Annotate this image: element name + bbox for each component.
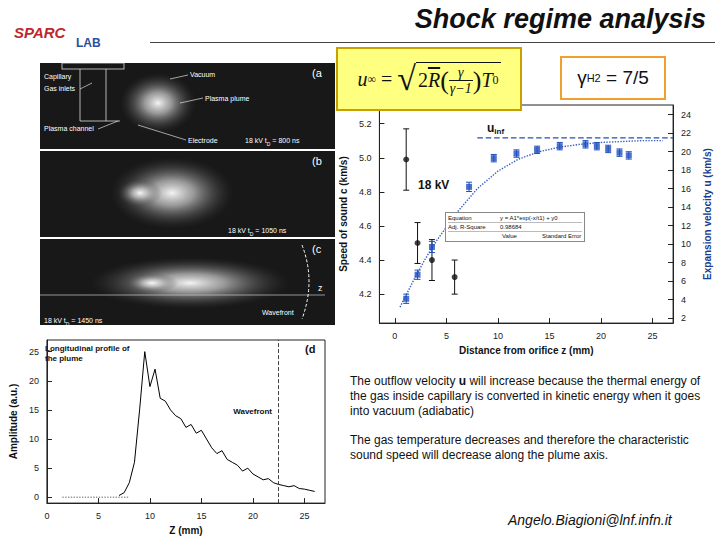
svg-text:25: 25 bbox=[299, 511, 309, 521]
svg-text:22: 22 bbox=[681, 128, 691, 138]
svg-text:10: 10 bbox=[145, 511, 155, 521]
svg-text:8: 8 bbox=[681, 258, 686, 268]
svg-text:18 kV tD = 800 ns: 18 kV tD = 800 ns bbox=[245, 137, 300, 147]
svg-text:Plasma channel: Plasma channel bbox=[44, 125, 94, 132]
svg-text:20: 20 bbox=[596, 331, 606, 341]
html-text:Value: Value bbox=[502, 233, 517, 239]
svg-text:5: 5 bbox=[444, 331, 449, 341]
svg-text:Plasma plume: Plasma plume bbox=[205, 95, 249, 103]
svg-text:25: 25 bbox=[29, 347, 39, 357]
svg-text:(d: (d bbox=[305, 343, 315, 355]
svg-text:Wavefront: Wavefront bbox=[262, 309, 294, 316]
svg-text:18 kV tD = 1450 ns: 18 kV tD = 1450 ns bbox=[44, 317, 103, 325]
svg-text:10: 10 bbox=[681, 239, 691, 249]
svg-text:(a: (a bbox=[312, 67, 323, 79]
svg-text:15: 15 bbox=[196, 511, 206, 521]
svg-text:12: 12 bbox=[681, 221, 691, 231]
svg-text:0: 0 bbox=[44, 511, 49, 521]
svg-text:15: 15 bbox=[29, 405, 39, 415]
svg-text:Vacuum: Vacuum bbox=[190, 71, 215, 78]
svg-text:5: 5 bbox=[34, 463, 39, 473]
svg-text:10: 10 bbox=[493, 331, 503, 341]
svg-text:0: 0 bbox=[34, 492, 39, 502]
svg-text:Capillary: Capillary bbox=[44, 73, 72, 81]
svg-text:Amplitude (a.u.): Amplitude (a.u.) bbox=[8, 384, 19, 460]
html-text:SPARC: SPARC bbox=[14, 24, 66, 41]
html-text:Equation: Equation bbox=[448, 215, 472, 221]
svg-text:24: 24 bbox=[681, 110, 691, 120]
html-text:y = A1*exp(-x/t1) + y0: y = A1*exp(-x/t1) + y0 bbox=[500, 215, 558, 221]
svg-text:4.4: 4.4 bbox=[359, 255, 372, 265]
svg-text:Z (mm): Z (mm) bbox=[169, 525, 202, 536]
svg-text:z: z bbox=[318, 283, 323, 293]
svg-text:5.2: 5.2 bbox=[359, 119, 372, 129]
svg-text:Expansion velocity u (km/s): Expansion velocity u (km/s) bbox=[702, 148, 713, 280]
svg-text:4: 4 bbox=[681, 295, 686, 305]
svg-text:20: 20 bbox=[248, 511, 258, 521]
html-text:Adj. R-Square: Adj. R-Square bbox=[448, 224, 486, 230]
svg-text:14: 14 bbox=[681, 202, 691, 212]
svg-text:20: 20 bbox=[681, 147, 691, 157]
html-text:LAB: LAB bbox=[76, 36, 101, 50]
svg-text:4.6: 4.6 bbox=[359, 221, 372, 231]
svg-text:4.2: 4.2 bbox=[359, 289, 372, 299]
svg-text:Wavefront: Wavefront bbox=[233, 407, 272, 416]
svg-text:Electrode: Electrode bbox=[188, 137, 218, 144]
svg-text:(b: (b bbox=[312, 155, 322, 167]
svg-text:5: 5 bbox=[96, 511, 101, 521]
svg-text:the plume: the plume bbox=[45, 354, 83, 363]
svg-text:Gas inlets: Gas inlets bbox=[44, 85, 76, 92]
svg-text:15: 15 bbox=[544, 331, 554, 341]
html-text:γH2= 7/5: γH2= 7/5 bbox=[577, 67, 649, 88]
html-text:The gas temperature decreases: The gas temperature decreases and theref… bbox=[350, 433, 689, 462]
svg-text:16: 16 bbox=[681, 184, 691, 194]
svg-text:25: 25 bbox=[647, 331, 657, 341]
html-text:γ−1)T0: γ−1)T0 bbox=[449, 65, 499, 96]
svg-text:18 kV tD = 1050 ns: 18 kV tD = 1050 ns bbox=[228, 227, 287, 237]
svg-text:18 kV: 18 kV bbox=[418, 178, 449, 192]
svg-text:Speed of sound c (km/s): Speed of sound c (km/s) bbox=[338, 156, 349, 272]
svg-text:u: u bbox=[487, 121, 494, 135]
html-text:Angelo.Biagioni@lnf.infn.it: Angelo.Biagioni@lnf.infn.it bbox=[508, 512, 672, 528]
svg-text:6: 6 bbox=[681, 276, 686, 286]
svg-text:10: 10 bbox=[29, 434, 39, 444]
svg-text:(c: (c bbox=[312, 243, 322, 255]
html-text:u∞ =√2 R( γ: u∞ =√2 R( γ bbox=[357, 60, 464, 97]
svg-text:20: 20 bbox=[29, 376, 39, 386]
svg-text:4.8: 4.8 bbox=[359, 187, 372, 197]
svg-text:0: 0 bbox=[392, 331, 397, 341]
svg-text:Longitudinal profile of: Longitudinal profile of bbox=[45, 344, 132, 353]
svg-text:inf: inf bbox=[494, 127, 504, 136]
svg-text:2: 2 bbox=[681, 313, 686, 323]
html-text:Shock regime analysis: Shock regime analysis bbox=[414, 4, 706, 34]
html-text:Standard Error: Standard Error bbox=[542, 233, 582, 239]
html-text:The outflow velocity u will in: The outflow velocity u will increase bec… bbox=[350, 374, 701, 418]
svg-text:5.0: 5.0 bbox=[359, 153, 372, 163]
svg-text:Distance from orifice z (mm): Distance from orifice z (mm) bbox=[459, 345, 593, 356]
svg-text:18: 18 bbox=[681, 165, 691, 175]
html-text:0.98684: 0.98684 bbox=[500, 224, 522, 230]
